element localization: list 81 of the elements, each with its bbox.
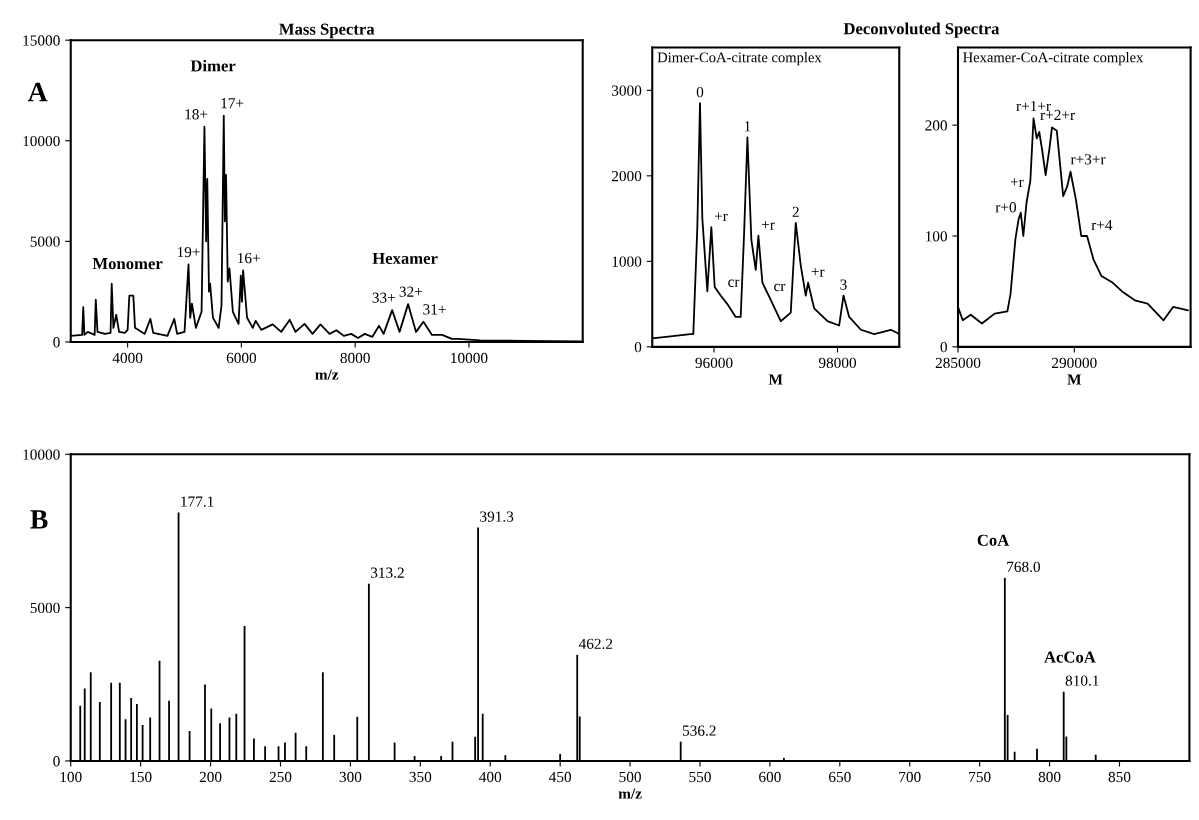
y-tick-label: 10000 — [23, 135, 60, 147]
y-tick-label: 0 — [634, 342, 642, 353]
annotation: cr — [774, 283, 786, 292]
y-tick-label: 0 — [53, 337, 60, 348]
x-tick-label: 500 — [619, 771, 641, 783]
x-tick-label: 600 — [759, 771, 781, 783]
x-tick-label: 850 — [1108, 771, 1131, 783]
x-tick-label: 800 — [1038, 771, 1061, 783]
annotation: Hexamer — [372, 252, 438, 265]
x-tick-label: 400 — [479, 771, 502, 783]
y-tick-label: 0 — [53, 756, 60, 767]
annotation: +r — [761, 221, 775, 230]
y-tick-label: 200 — [925, 120, 947, 131]
annotation: 0 — [696, 86, 704, 98]
x-tick-label: 750 — [969, 771, 991, 783]
x-tick-label: 98000 — [818, 357, 857, 369]
y-tick-label: 100 — [926, 231, 947, 242]
x-axis-title: M — [1067, 374, 1082, 385]
x-axis-title: m/z — [618, 788, 642, 799]
x-tick-label: 150 — [130, 771, 152, 783]
x-tick-label: 4000 — [112, 352, 143, 364]
annotation: r+0 — [995, 202, 1017, 213]
x-tick-label: 285000 — [935, 357, 981, 369]
y-tick-label: 2000 — [611, 170, 642, 182]
x-tick-label: 550 — [689, 771, 711, 783]
annotation: 2 — [792, 206, 799, 217]
annotation: +r — [714, 212, 728, 222]
x-axis-title: M — [768, 374, 783, 385]
annotation: 33+ — [372, 292, 396, 303]
annotation: r+3+r — [1070, 154, 1106, 165]
annotation: 16+ — [238, 252, 260, 264]
annotation: Monomer — [92, 258, 163, 270]
x-axis-title: m/z — [315, 369, 339, 380]
annotation: 536.2 — [682, 725, 716, 736]
annotation: Dimer — [190, 59, 236, 72]
annotation: CoA — [977, 534, 1010, 546]
chart-title: Hexamer-CoA-citrate complex — [963, 52, 1144, 66]
text: A — [27, 82, 48, 102]
text: Deconvoluted Spectra — [843, 22, 1000, 38]
annotation: 17+ — [221, 98, 244, 109]
text: B — [30, 510, 48, 529]
x-tick-label: 700 — [899, 771, 921, 783]
annotation: 768.0 — [1007, 561, 1041, 573]
annotation: AcCoA — [1044, 651, 1096, 663]
annotation: +r — [1010, 178, 1024, 187]
annotation: r+2+r — [1040, 109, 1075, 120]
annotation: +r — [811, 268, 825, 277]
annotation: 810.1 — [1065, 675, 1099, 686]
annotation: 1 — [744, 121, 751, 132]
x-tick-label: 200 — [199, 771, 222, 783]
annotation: 177.1 — [181, 496, 214, 507]
annotation: r+4 — [1091, 219, 1113, 230]
y-tick-label: 5000 — [30, 236, 60, 247]
x-tick-label: 250 — [269, 771, 292, 783]
chart-title: Dimer-CoA-citrate complex — [657, 52, 822, 66]
annotation: 391.3 — [480, 511, 514, 522]
annotation: cr — [728, 279, 740, 287]
y-tick-label: 10000 — [23, 449, 60, 460]
x-tick-label: 6000 — [226, 352, 257, 364]
x-tick-label: 96000 — [695, 357, 733, 369]
x-tick-label: 300 — [339, 771, 362, 783]
annotation: 19+ — [177, 246, 200, 258]
x-tick-label: 350 — [409, 771, 432, 783]
y-tick-label: 15000 — [23, 35, 60, 46]
annotation: 3 — [840, 279, 847, 290]
y-tick-label: 5000 — [30, 602, 60, 614]
annotation: 18+ — [185, 109, 208, 120]
chart-title: Mass Spectra — [279, 23, 375, 39]
annotation: 313.2 — [370, 567, 404, 578]
x-tick-label: 290000 — [1052, 357, 1097, 369]
y-tick-label: 3000 — [612, 85, 642, 96]
x-tick-label: 8000 — [340, 352, 370, 364]
annotation: 31+ — [423, 304, 446, 315]
y-tick-label: 0 — [940, 342, 947, 353]
x-tick-label: 10000 — [451, 352, 488, 364]
x-tick-label: 450 — [549, 771, 572, 783]
annotation: r+1+r — [1016, 101, 1051, 112]
x-tick-label: 650 — [829, 771, 851, 783]
y-tick-label: 1000 — [612, 256, 642, 267]
annotation: 32+ — [399, 286, 423, 297]
annotation: 462.2 — [578, 638, 613, 650]
